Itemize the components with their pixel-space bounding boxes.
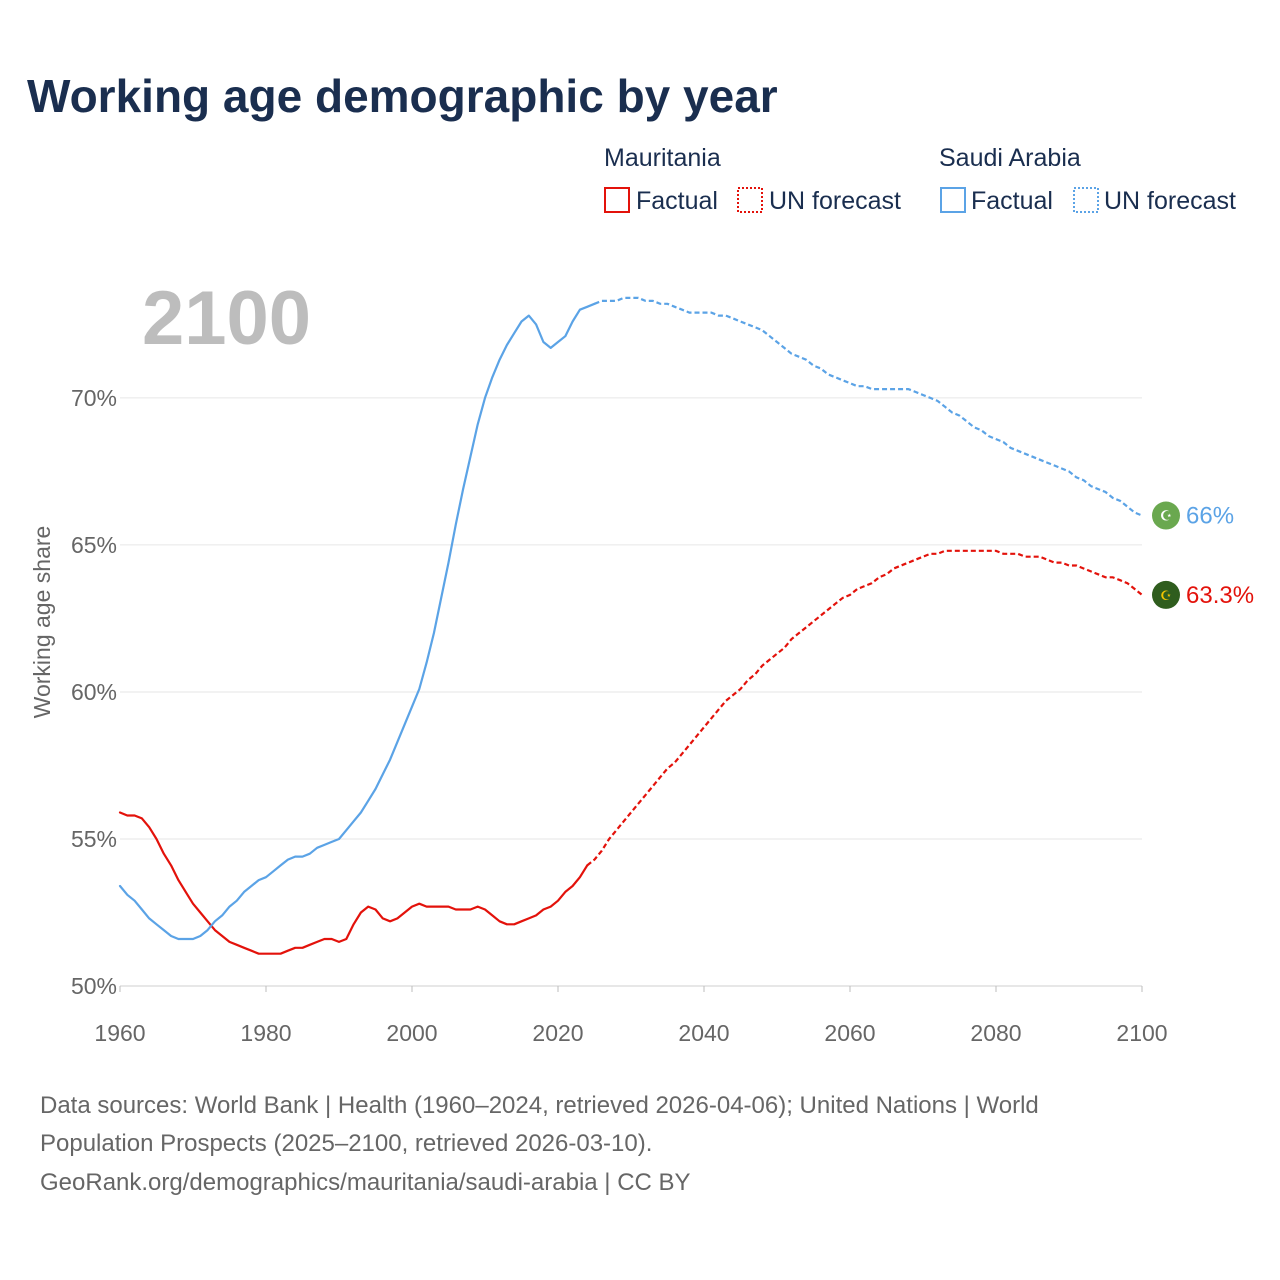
x-tick-label: 2020: [532, 1020, 583, 1046]
legend-label: Factual: [636, 187, 718, 215]
end-value-mauritania: 63.3%: [1186, 582, 1254, 609]
x-axis-ticks: 1960 1980 2000 2020 2040 2060 2080 2100: [94, 986, 1168, 1046]
legend-swatch-saudi-forecast: [1073, 187, 1099, 213]
y-axis-label: Working age share: [29, 526, 55, 719]
legend-group-saudi-arabia[interactable]: Saudi Arabia Factual UN forecast: [939, 144, 1236, 215]
legend-group-mauritania[interactable]: Mauritania Factual UN forecast: [604, 144, 901, 215]
legend-label: UN forecast: [1104, 187, 1236, 215]
x-tick-label: 2000: [386, 1020, 437, 1046]
x-tick-label: 2100: [1116, 1020, 1167, 1046]
series-lines: [118, 296, 1143, 955]
x-tick-label: 2080: [970, 1020, 1021, 1046]
footer-sources-line-2: Population Prospects (2025–2100, retriev…: [40, 1130, 652, 1157]
end-value-saudi-arabia: 66%: [1186, 503, 1234, 530]
series-line-saudi-arabia-forecast[interactable]: [594, 296, 1143, 517]
legend-label: Factual: [971, 187, 1053, 215]
legend-swatch-saudi-factual: [940, 187, 966, 213]
mauritania-flag-icon: [1152, 580, 1180, 609]
x-tick-label: 2040: [678, 1020, 729, 1046]
legend-group-title: Saudi Arabia: [939, 144, 1081, 172]
y-tick-label: 70%: [71, 385, 117, 411]
x-tick-label: 1960: [94, 1020, 145, 1046]
grid: [120, 397, 1142, 987]
y-axis-ticks: 50% 55% 60% 65% 70%: [71, 385, 117, 999]
x-tick-label: 2060: [824, 1020, 875, 1046]
y-tick-label: 65%: [71, 532, 117, 558]
footer: Data sources: World Bank | Health (1960–…: [40, 1092, 1039, 1196]
footer-attribution[interactable]: GeoRank.org/demographics/mauritania/saud…: [40, 1169, 691, 1196]
legend-swatch-mauritania-forecast: [737, 187, 763, 213]
series-line-mauritania-factual[interactable]: [118, 811, 589, 955]
end-label-saudi-arabia: ☪ 66%: [1152, 501, 1234, 530]
mauritania-flag-glyph: ☪: [1160, 588, 1172, 603]
y-tick-label: 60%: [71, 679, 117, 705]
legend: Mauritania Factual UN forecast Saudi Ara…: [604, 144, 1236, 215]
year-watermark: 2100: [142, 276, 311, 361]
y-tick-label: 55%: [71, 826, 117, 852]
saudi-arabia-flag-icon: [1152, 501, 1180, 530]
y-tick-label: 50%: [71, 973, 117, 999]
x-tick-label: 1980: [240, 1020, 291, 1046]
chart-title: Working age demographic by year: [27, 70, 778, 122]
end-label-mauritania: ☪ 63.3%: [1152, 580, 1254, 609]
legend-swatch-mauritania-factual: [604, 187, 630, 213]
saudi-arabia-flag-glyph: ☪: [1160, 508, 1173, 524]
series-line-mauritania-forecast[interactable]: [586, 549, 1143, 867]
legend-label: UN forecast: [769, 187, 901, 215]
legend-group-title: Mauritania: [604, 144, 721, 172]
series-line-saudi-arabia-factual[interactable]: [118, 302, 596, 941]
footer-sources-line-1: Data sources: World Bank | Health (1960–…: [40, 1092, 1039, 1119]
